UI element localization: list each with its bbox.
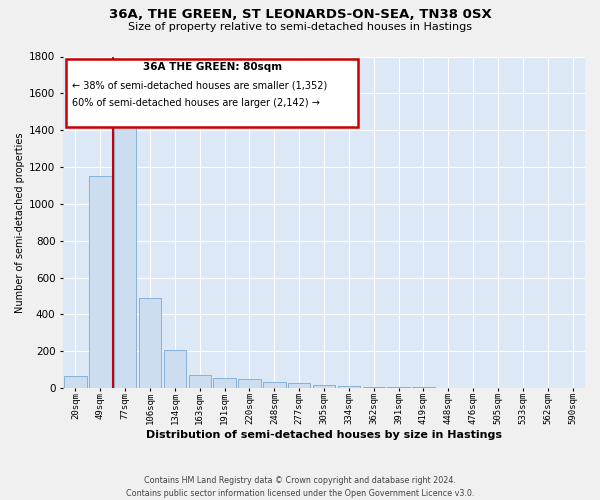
Text: 36A, THE GREEN, ST LEONARDS-ON-SEA, TN38 0SX: 36A, THE GREEN, ST LEONARDS-ON-SEA, TN38…	[109, 8, 491, 20]
Text: Contains HM Land Registry data © Crown copyright and database right 2024.
Contai: Contains HM Land Registry data © Crown c…	[126, 476, 474, 498]
X-axis label: Distribution of semi-detached houses by size in Hastings: Distribution of semi-detached houses by …	[146, 430, 502, 440]
Bar	[188, 375, 211, 388]
Bar	[139, 298, 161, 388]
Bar	[114, 124, 136, 388]
Text: 36A THE GREEN: 80sqm: 36A THE GREEN: 80sqm	[143, 62, 282, 72]
Text: Size of property relative to semi-detached houses in Hastings: Size of property relative to semi-detach…	[128, 22, 472, 32]
Bar	[313, 384, 335, 388]
Bar	[214, 378, 236, 388]
Bar	[362, 386, 385, 388]
Bar	[89, 176, 112, 388]
Bar	[164, 350, 186, 388]
Y-axis label: Number of semi-detached properties: Number of semi-detached properties	[15, 132, 25, 312]
Text: 60% of semi-detached houses are larger (2,142) →: 60% of semi-detached houses are larger (…	[72, 98, 320, 108]
Bar	[288, 384, 310, 388]
Bar	[64, 376, 86, 388]
Bar	[238, 379, 260, 388]
Bar	[263, 382, 286, 388]
Bar	[338, 386, 360, 388]
Text: ← 38% of semi-detached houses are smaller (1,352): ← 38% of semi-detached houses are smalle…	[72, 80, 328, 90]
